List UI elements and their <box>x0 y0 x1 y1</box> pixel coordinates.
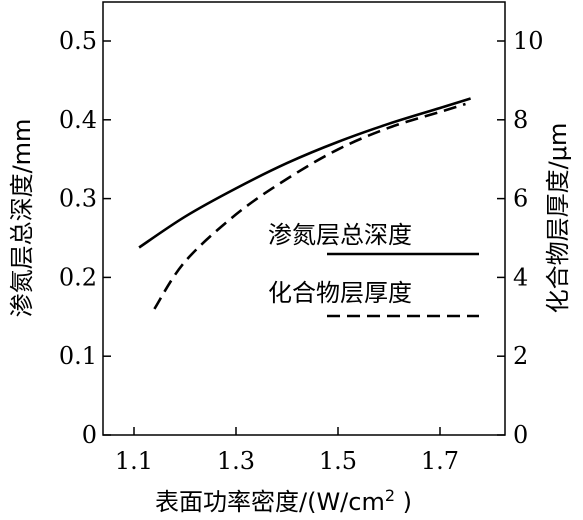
plot-frame <box>102 1 506 436</box>
legend: 渗氮层总深度 化合物层厚度 <box>268 221 479 318</box>
x-axis-title-superscript: 2 <box>385 486 395 505</box>
y-left-axis-ticks: 0 0.1 0.2 0.3 0.4 0.5 <box>59 27 111 449</box>
x-tick-label: 1.5 <box>319 447 357 475</box>
legend-label-total-depth: 渗氮层总深度 <box>268 221 412 249</box>
x-tick-label: 1.7 <box>421 447 459 475</box>
y-right-axis-title: 化合物层厚度/μm <box>544 123 572 314</box>
series-group <box>138 97 471 310</box>
series-line-compound-layer <box>153 102 466 310</box>
series-line-total-depth <box>138 97 471 249</box>
y-left-tick-label: 0 <box>82 421 97 449</box>
x-axis-title-tail: ) <box>395 488 412 516</box>
x-axis-title-main: 表面功率密度/(W/cm <box>155 488 385 516</box>
x-tick-label: 1.3 <box>217 447 255 475</box>
y-right-axis-ticks: 0 2 4 6 8 10 <box>497 27 544 449</box>
y-left-tick-label: 0.5 <box>59 27 97 55</box>
y-left-tick-label: 0.2 <box>59 263 97 291</box>
y-left-tick-label: 0.4 <box>59 106 97 134</box>
y-right-tick-label: 4 <box>513 263 528 291</box>
y-left-tick-label: 0.1 <box>59 342 97 370</box>
y-right-tick-label: 10 <box>513 27 544 55</box>
y-right-tick-label: 0 <box>513 421 528 449</box>
x-axis-ticks: 1.1 1.3 1.5 1.7 <box>115 427 459 475</box>
y-right-tick-label: 6 <box>513 185 528 213</box>
x-axis-title: 表面功率密度/(W/cm2 ) <box>155 486 412 516</box>
y-right-tick-label: 2 <box>513 342 528 370</box>
y-left-axis-title: 渗氮层总深度/mm <box>8 119 36 318</box>
legend-label-compound-layer: 化合物层厚度 <box>268 279 412 307</box>
y-left-tick-label: 0.3 <box>59 185 97 213</box>
x-tick-label: 1.1 <box>115 447 153 475</box>
y-right-tick-label: 8 <box>513 106 528 134</box>
